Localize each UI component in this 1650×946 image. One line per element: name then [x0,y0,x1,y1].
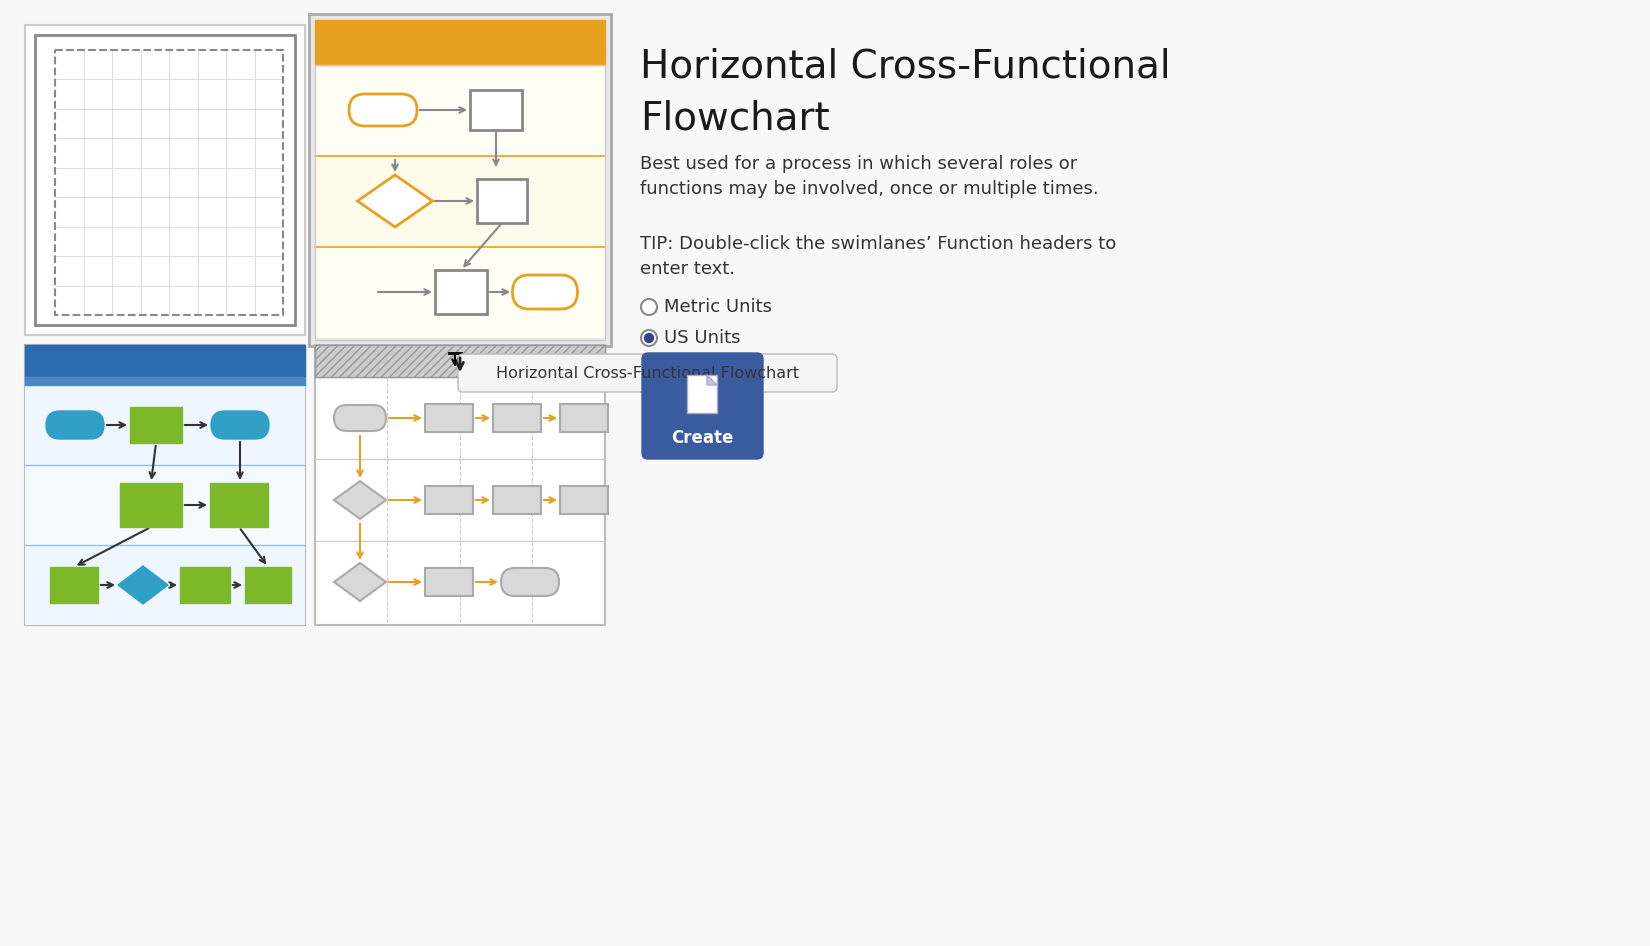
Polygon shape [706,375,718,385]
Text: Create: Create [672,429,733,447]
FancyBboxPatch shape [333,405,386,431]
Polygon shape [358,175,432,227]
FancyBboxPatch shape [25,345,305,377]
FancyBboxPatch shape [315,345,606,377]
Polygon shape [333,563,386,601]
FancyBboxPatch shape [350,94,417,126]
FancyBboxPatch shape [315,20,606,55]
Circle shape [640,330,657,346]
Text: Horizontal Cross-Functional Flowchart: Horizontal Cross-Functional Flowchart [497,365,799,380]
FancyBboxPatch shape [315,55,606,65]
Text: Flowchart: Flowchart [640,100,830,138]
FancyBboxPatch shape [210,483,267,527]
FancyBboxPatch shape [180,567,229,603]
FancyBboxPatch shape [642,353,762,459]
FancyBboxPatch shape [426,568,474,596]
FancyBboxPatch shape [493,486,541,514]
FancyBboxPatch shape [426,404,474,432]
FancyBboxPatch shape [46,411,104,439]
FancyBboxPatch shape [559,486,607,514]
FancyBboxPatch shape [50,567,97,603]
FancyBboxPatch shape [244,567,290,603]
Polygon shape [119,566,168,604]
FancyBboxPatch shape [309,14,610,346]
FancyBboxPatch shape [130,407,182,443]
FancyBboxPatch shape [493,404,541,432]
Polygon shape [333,481,386,519]
Text: Best used for a process in which several roles or
functions may be involved, onc: Best used for a process in which several… [640,155,1099,198]
FancyBboxPatch shape [315,247,606,338]
Text: Horizontal Cross-Functional: Horizontal Cross-Functional [640,48,1170,86]
FancyBboxPatch shape [25,25,305,335]
FancyBboxPatch shape [315,345,606,625]
FancyBboxPatch shape [25,385,305,465]
FancyBboxPatch shape [477,179,526,223]
FancyBboxPatch shape [25,545,305,625]
FancyBboxPatch shape [25,377,305,385]
Circle shape [645,334,653,342]
FancyBboxPatch shape [686,375,718,413]
FancyBboxPatch shape [25,345,305,625]
FancyBboxPatch shape [513,275,578,309]
FancyBboxPatch shape [25,465,305,545]
FancyBboxPatch shape [559,404,607,432]
FancyBboxPatch shape [426,486,474,514]
Circle shape [640,299,657,315]
FancyBboxPatch shape [459,354,837,392]
FancyBboxPatch shape [502,568,559,596]
FancyBboxPatch shape [470,90,521,130]
FancyBboxPatch shape [120,483,182,527]
FancyBboxPatch shape [211,411,269,439]
Text: US Units: US Units [663,329,741,347]
FancyBboxPatch shape [35,35,295,325]
FancyBboxPatch shape [315,65,606,156]
FancyBboxPatch shape [315,345,606,377]
FancyBboxPatch shape [315,156,606,247]
Text: TIP: Double-click the swimlanes’ Function headers to
enter text.: TIP: Double-click the swimlanes’ Functio… [640,235,1117,278]
Text: Metric Units: Metric Units [663,298,772,316]
FancyBboxPatch shape [436,270,487,314]
